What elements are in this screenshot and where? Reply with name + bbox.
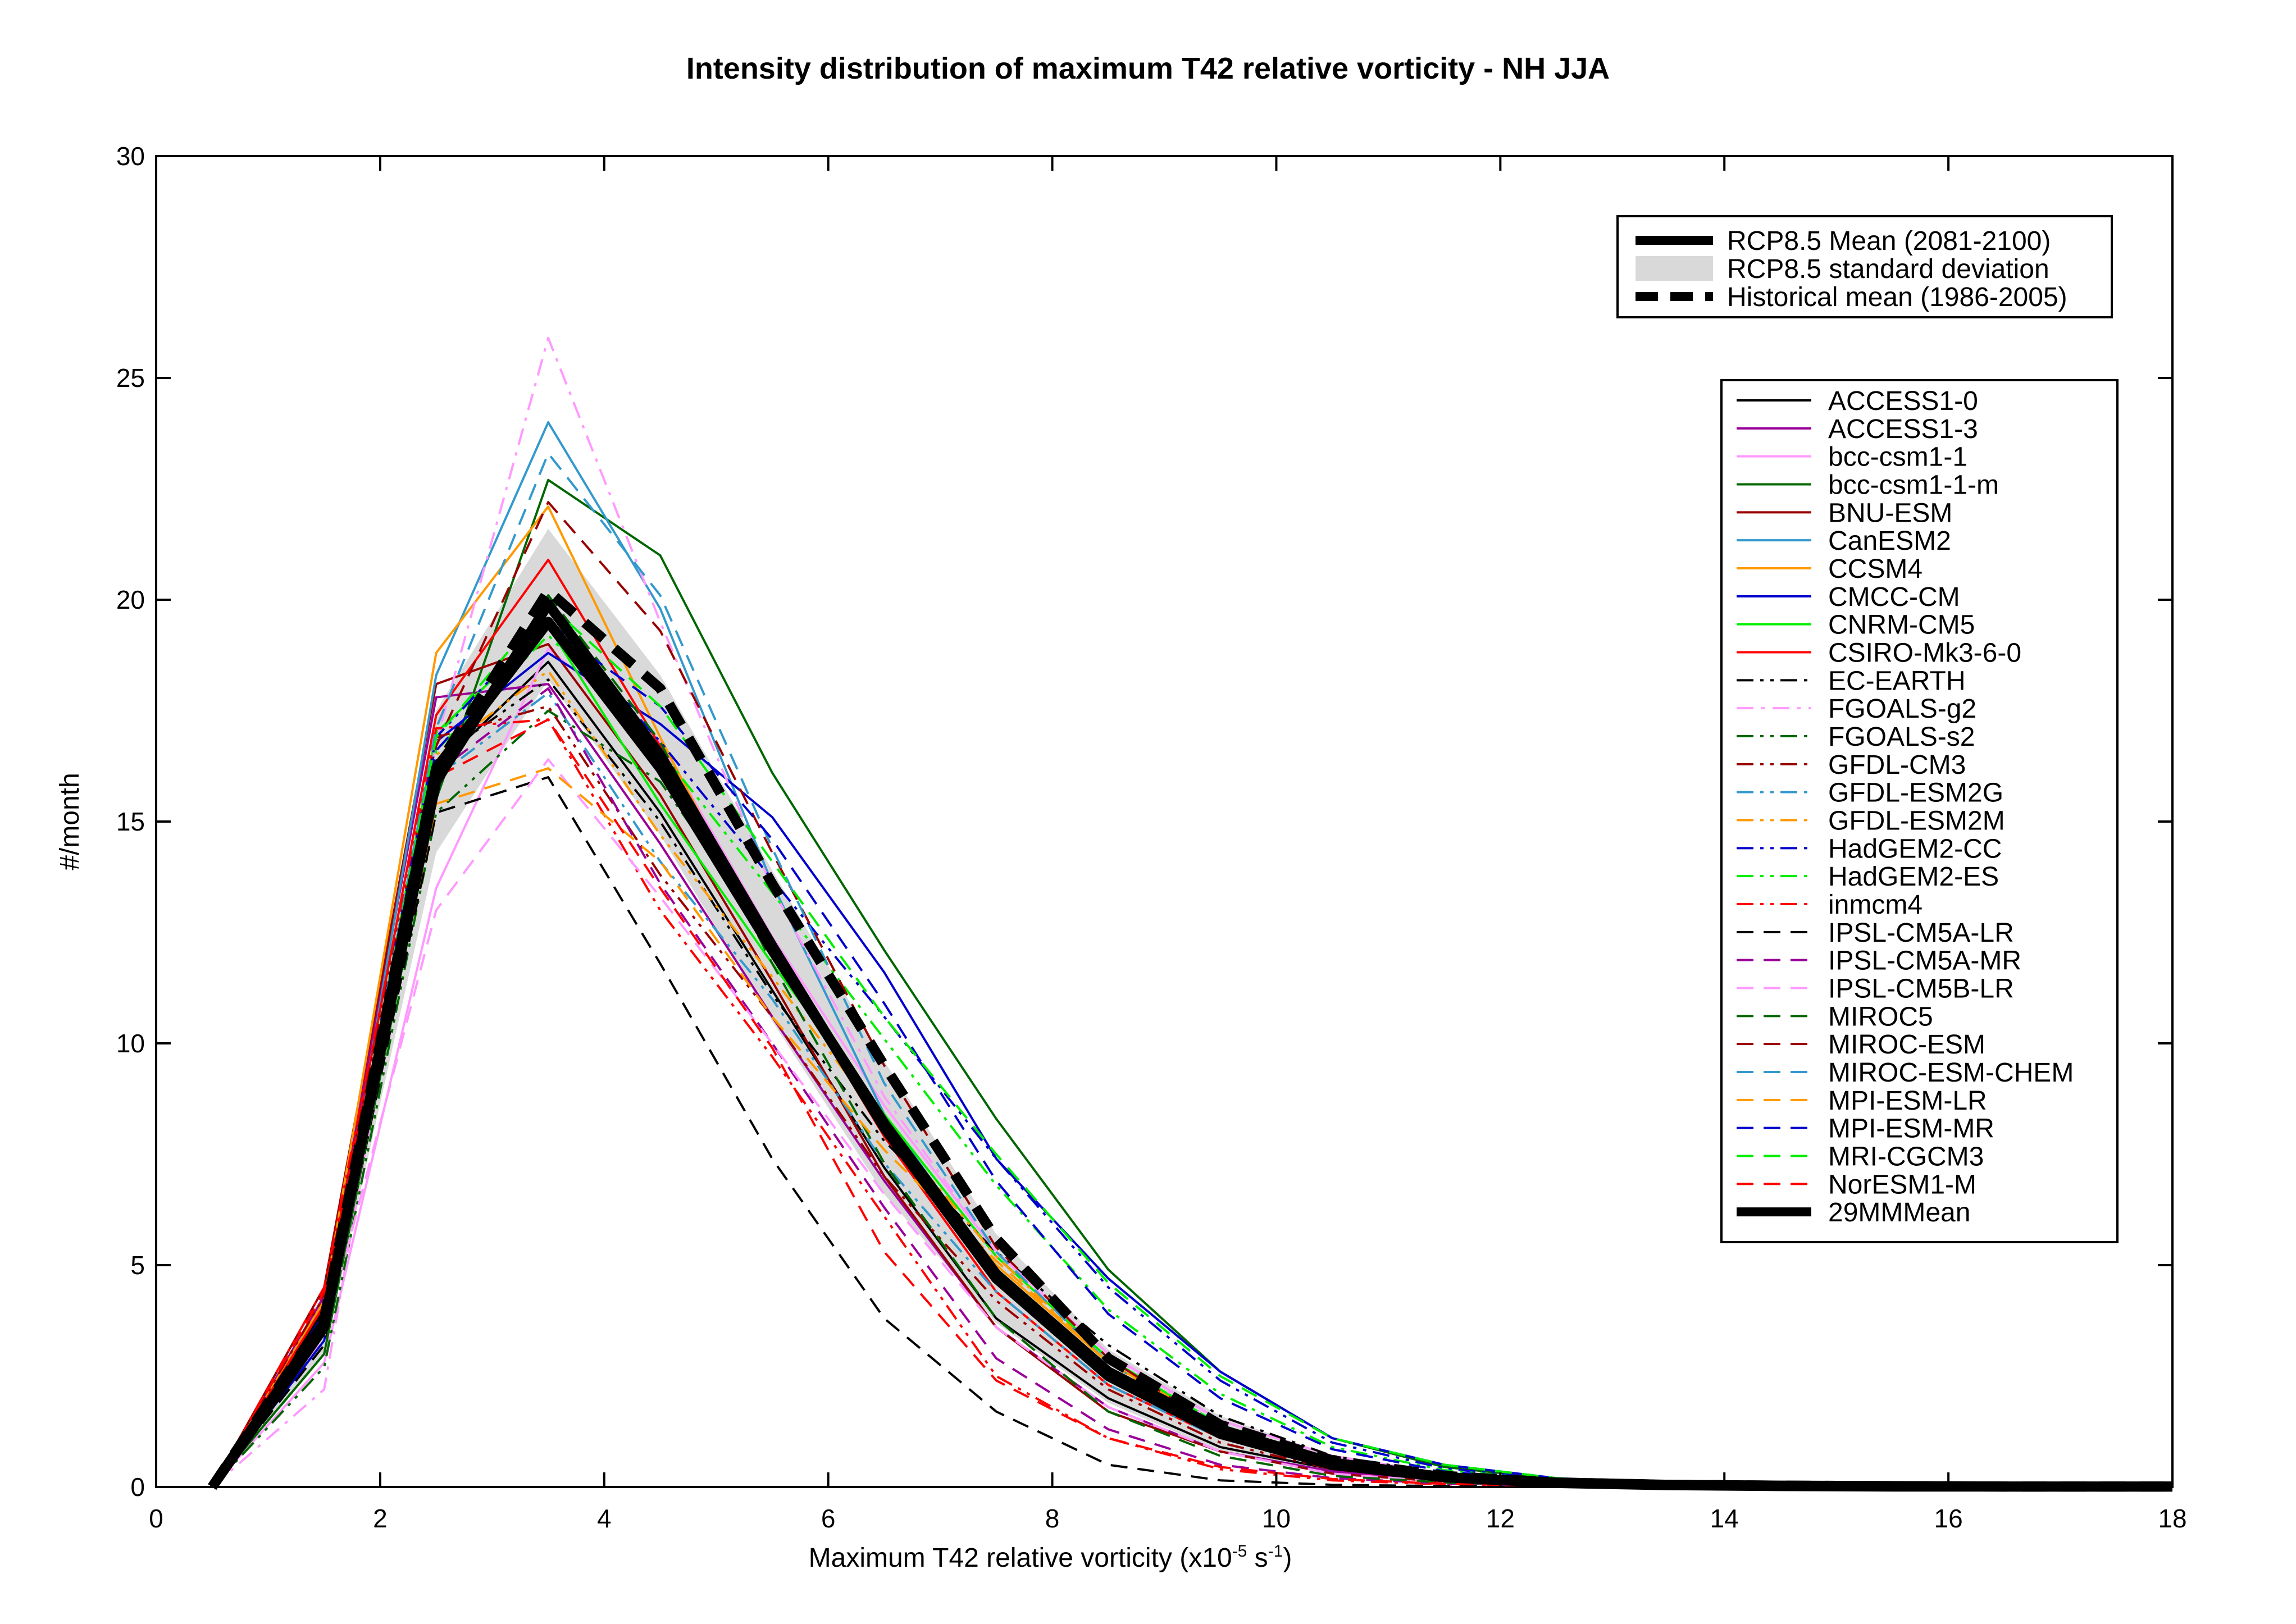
- y-tick-label: 5: [130, 1251, 145, 1280]
- model-legend-label: CNRM-CM5: [1828, 610, 1975, 640]
- model-legend-label: IPSL-CM5A-LR: [1828, 918, 2014, 948]
- model-legend: ACCESS1-0ACCESS1-3bcc-csm1-1bcc-csm1-1-m…: [1720, 379, 2119, 1243]
- summary-legend-label: RCP8.5 standard deviation: [1727, 254, 2049, 284]
- x-tick-label: 18: [2158, 1504, 2186, 1533]
- model-legend-label: EC-EARTH: [1828, 666, 1965, 696]
- model-legend-label: MIROC-ESM: [1828, 1030, 1985, 1060]
- plot-area: [155, 155, 2174, 1492]
- x-tick-label: 14: [1710, 1504, 1739, 1533]
- chart-title: Intensity distribution of maximum T42 re…: [686, 52, 1610, 85]
- x-tick-label: 4: [597, 1504, 612, 1533]
- model-legend-label: ACCESS1-3: [1828, 414, 1978, 444]
- model-legend-label: FGOALS-s2: [1828, 722, 1975, 752]
- series-line-hadgem2-cc: [211, 616, 2172, 1488]
- model-legend-label: MIROC-ESM-CHEM: [1828, 1058, 2074, 1088]
- model-legend-label: MPI-ESM-MR: [1828, 1114, 1994, 1144]
- y-tick-label: 0: [130, 1472, 145, 1502]
- rcp-sd-band-layer: [212, 528, 2173, 1487]
- x-axis-label-exp1: -5: [1232, 1542, 1247, 1561]
- model-legend-label: IPSL-CM5A-MR: [1828, 946, 2021, 976]
- series-line-mpi-esm-lr: [211, 767, 2172, 1488]
- summary-layer: [208, 583, 2172, 1492]
- x-tick-label: 2: [373, 1504, 388, 1533]
- model-legend-label: 29MMMean: [1828, 1198, 1970, 1228]
- model-legend-label: GFDL-ESM2G: [1828, 778, 2003, 808]
- summary-legend-swatch: [1636, 256, 1713, 281]
- model-legend-label: HadGEM2-ES: [1828, 862, 1999, 892]
- x-tick-label: 8: [1045, 1504, 1060, 1533]
- historical-mean-line: [208, 583, 2172, 1492]
- x-tick-label: 10: [1262, 1504, 1291, 1533]
- model-legend-label: MPI-ESM-LR: [1828, 1086, 1987, 1116]
- y-tick-label: 25: [116, 363, 145, 393]
- model-legend-label: FGOALS-g2: [1828, 694, 1976, 724]
- model-legend-label: CMCC-CM: [1828, 582, 1960, 612]
- model-legend-label: IPSL-CM5B-LR: [1828, 974, 2014, 1004]
- summary-legend: RCP8.5 Mean (2081-2100)RCP8.5 standard d…: [1616, 215, 2113, 318]
- model-legend-label: GFDL-ESM2M: [1828, 806, 2005, 836]
- y-tick-label: 10: [116, 1029, 145, 1058]
- model-legend-label: HadGEM2-CC: [1828, 834, 2002, 864]
- x-tick-label: 0: [149, 1504, 163, 1533]
- model-legend-label: CCSM4: [1828, 554, 1923, 584]
- model-legend-label: CSIRO-Mk3-6-0: [1828, 638, 2021, 668]
- y-axis-label: #/month: [55, 773, 85, 870]
- model-legend-label: bcc-csm1-1: [1828, 443, 1967, 472]
- x-tick-label: 16: [1934, 1504, 1963, 1533]
- y-tick-label: 15: [116, 807, 145, 836]
- series-line-mri-cgcm3: [211, 603, 2172, 1488]
- x-tick-label: 12: [1486, 1504, 1515, 1533]
- model-legend-label: inmcm4: [1828, 890, 1923, 920]
- x-axis-label: Maximum T42 relative vorticity (x10-5 s-…: [809, 1542, 1292, 1573]
- x-tick-label: 6: [821, 1504, 836, 1533]
- axes-layer: 0 2 4 6 8 10 12 14 16 18 0 5 10 15 20 25 30: [116, 142, 2187, 1533]
- summary-legend-label: Historical mean (1986-2005): [1727, 282, 2067, 312]
- x-axis-label-end: ): [1283, 1543, 1292, 1573]
- rcp-sd-band: [212, 528, 2173, 1487]
- x-axis-label-main: Maximum T42 relative vorticity (x10: [809, 1543, 1232, 1573]
- model-legend-label: bcc-csm1-1-m: [1828, 471, 1999, 500]
- rcp85-mean-line: [208, 599, 2172, 1492]
- model-legend-label: GFDL-CM3: [1828, 750, 1966, 780]
- summary-legend-label: RCP8.5 Mean (2081-2100): [1727, 226, 2051, 256]
- model-legend-label: MIROC5: [1828, 1002, 1933, 1032]
- model-legend-label: ACCESS1-0: [1828, 386, 1978, 416]
- y-tick-label: 20: [116, 585, 145, 614]
- model-legend-label: NorESM1-M: [1828, 1170, 1976, 1199]
- series-line-miroc5: [211, 594, 2172, 1488]
- model-legend-box: [1720, 379, 2119, 1243]
- model-legend-label: MRI-CGCM3: [1828, 1142, 1984, 1172]
- x-axis-label-exp2: -1: [1268, 1542, 1283, 1561]
- x-axis-label-mid: s: [1247, 1543, 1268, 1573]
- model-legend-label: CanESM2: [1828, 526, 1951, 556]
- y-tick-label: 30: [116, 142, 145, 171]
- series-line-ipsl-cm5b-lr: [211, 758, 2172, 1488]
- model-legend-label: BNU-ESM: [1828, 498, 1952, 528]
